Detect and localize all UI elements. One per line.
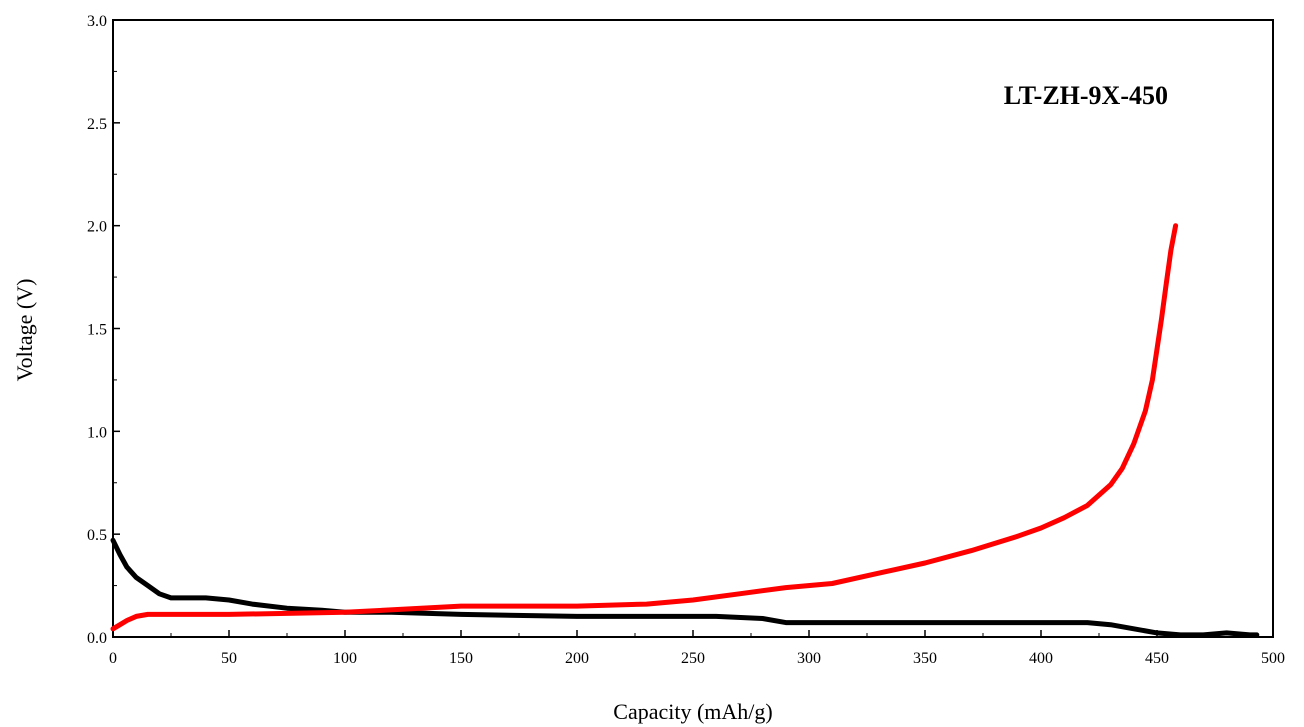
x-tick-label: 400 xyxy=(1029,650,1053,667)
y-axis-title: Voltage (V) xyxy=(12,279,37,382)
x-tick-label: 500 xyxy=(1261,650,1285,667)
x-tick-label: 100 xyxy=(333,650,357,667)
plot-area-frame xyxy=(112,19,1274,638)
x-tick-label: 0 xyxy=(109,650,117,667)
x-tick-label: 450 xyxy=(1145,650,1169,667)
series-line-2 xyxy=(110,223,1179,632)
x-tick-label: 200 xyxy=(565,650,589,667)
y-tick-label: 3.0 xyxy=(87,13,107,30)
y-tick-label: 1.5 xyxy=(87,322,107,339)
y-axis-ticks: 0.0 0.5 1.0 1.5 2.0 2.5 3.0 xyxy=(87,13,120,647)
x-tick-label: 50 xyxy=(221,650,237,667)
y-tick-label: 1.0 xyxy=(87,424,107,441)
x-tick-label: 150 xyxy=(449,650,473,667)
y-tick-label: 2.5 xyxy=(87,116,107,133)
x-axis-title: Capacity (mAh/g) xyxy=(613,699,772,724)
y-tick-label: 0.0 xyxy=(87,630,107,647)
series-layer xyxy=(110,223,1260,638)
x-tick-label: 350 xyxy=(913,650,937,667)
x-axis-ticks: 0 50 100 150 200 250 300 350 400 450 500 xyxy=(109,630,1285,667)
series-line-1 xyxy=(110,537,1260,638)
x-tick-label: 300 xyxy=(797,650,821,667)
sample-label-annotation: LT-ZH-9X-450 xyxy=(1004,81,1168,110)
y-tick-label: 0.5 xyxy=(87,527,107,544)
x-tick-label: 250 xyxy=(681,650,705,667)
y-tick-label: 2.0 xyxy=(87,219,107,236)
